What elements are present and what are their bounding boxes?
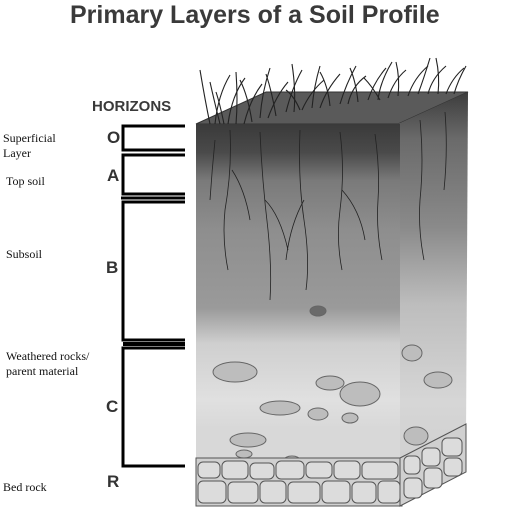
weathered-rocks xyxy=(212,305,453,465)
horizon-letter-b: B xyxy=(106,258,119,277)
horizon-letter-r: R xyxy=(107,472,120,491)
label-superficial-layer: Superficial Layer xyxy=(3,131,56,161)
label-top-soil-line1: Top soil xyxy=(6,174,45,188)
horizon-letter-a: A xyxy=(107,166,120,185)
label-top-soil: Top soil xyxy=(6,174,45,189)
horizon-letter-o: O xyxy=(107,128,121,147)
label-bed-rock-line1: Bed rock xyxy=(3,480,47,494)
soil-front-face xyxy=(196,124,400,478)
diagram-title: Primary Layers of a Soil Profile xyxy=(70,1,440,29)
horizon-letter-c: C xyxy=(106,397,119,416)
label-weathered-rocks: Weathered rocks/ parent material xyxy=(6,349,89,379)
label-subsoil-line1: Subsoil xyxy=(6,247,43,261)
soil-side-face xyxy=(398,92,468,478)
plant-roots xyxy=(209,111,447,301)
label-superficial-line1: Superficial xyxy=(3,131,56,145)
horizon-brackets xyxy=(121,124,185,468)
label-subsoil: Subsoil xyxy=(6,247,42,262)
bedrock-stones xyxy=(197,460,401,504)
horizons-heading: HORIZONS xyxy=(92,98,172,115)
label-bed-rock: Bed rock xyxy=(3,480,47,495)
label-superficial-line2: Layer xyxy=(3,146,31,160)
label-weathered-line2: parent material xyxy=(6,364,79,378)
grass-tufts xyxy=(199,57,467,125)
label-weathered-line1: Weathered rocks/ xyxy=(6,349,90,363)
